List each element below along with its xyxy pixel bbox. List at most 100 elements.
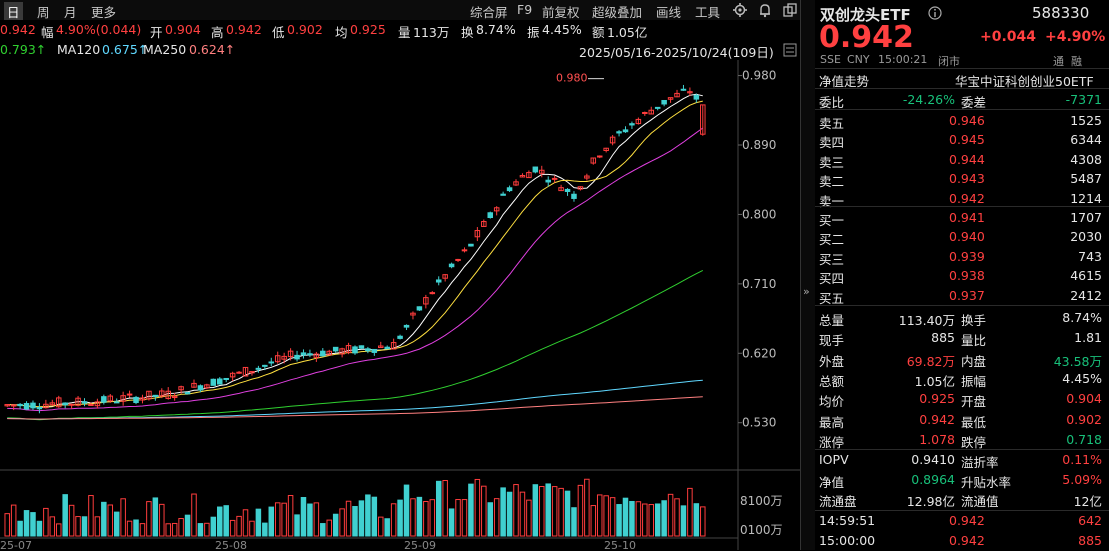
stat-value: 5.09% (1062, 471, 1102, 487)
gear-icon[interactable] (732, 2, 748, 18)
ma120-label: MA120 (57, 42, 101, 57)
stat-row: 总量 113.40万 换手 8.74% (815, 308, 1109, 328)
volume-bar (171, 522, 178, 537)
copy-icon[interactable] (782, 2, 798, 18)
volume-bar (468, 483, 474, 537)
expand-panel-icon[interactable]: » (803, 285, 810, 298)
candle-body (442, 274, 448, 279)
volume-bar (165, 523, 171, 537)
forward-adjust-button[interactable]: 前复权 (542, 5, 580, 20)
bid-row[interactable]: 买一 0.941 1707 (815, 208, 1109, 228)
volume-bar (532, 484, 539, 537)
volume-bar (10, 504, 17, 537)
bid-row[interactable]: 买二 0.940 2030 (815, 227, 1109, 247)
bid-row[interactable]: 买五 0.937 2412 (815, 286, 1109, 306)
volume-bar (461, 499, 468, 537)
kline-chart[interactable]: 0.980 0.890 0.800 0.710 0.620 0.530 0.980 8100万… (0, 60, 800, 550)
stat-value: 12.98亿 (906, 494, 955, 509)
candle-body (680, 88, 687, 91)
volume-bar (564, 490, 571, 537)
bell-icon[interactable] (757, 2, 773, 18)
volume-bar (481, 485, 487, 537)
tab-day[interactable]: 日 (4, 2, 23, 21)
candle-body (461, 249, 468, 252)
volume-bar (642, 503, 648, 537)
ask-row[interactable]: 卖二 0.943 5487 (815, 169, 1109, 189)
bid-label: 买五 (819, 290, 845, 306)
volume-bar (107, 504, 114, 537)
tab-more[interactable]: 更多 (91, 5, 117, 20)
volume-bar (629, 500, 635, 537)
info-icon[interactable] (928, 6, 942, 20)
weicha-label: 委差 (961, 95, 987, 110)
turnover-label: 换 (461, 25, 474, 40)
candle-body (642, 111, 648, 114)
ask-volume: 1525 (1070, 113, 1102, 128)
high-label: 高 (211, 25, 224, 40)
volume-bar (281, 502, 287, 537)
candle-body (448, 263, 455, 268)
volume-bar (590, 505, 597, 537)
ask-volume: 4308 (1070, 151, 1102, 167)
bid-row[interactable]: 买三 0.939 743 (815, 247, 1109, 267)
candle-body (81, 401, 88, 404)
stat-value: 43.58万 (1053, 353, 1102, 369)
ask-row[interactable]: 卖三 0.944 4308 (815, 150, 1109, 170)
tools-button[interactable]: 工具 (695, 5, 721, 20)
market-status: 闭市 (938, 55, 960, 68)
quote-low: 0.902 (287, 22, 323, 37)
volume-bar (294, 514, 300, 537)
f9-button[interactable]: F9 (517, 2, 533, 17)
candle-body (68, 403, 75, 406)
candle-body (281, 355, 287, 360)
volume-bar (139, 523, 146, 537)
candle-body (526, 172, 532, 179)
panel-divider[interactable]: » (800, 0, 816, 550)
volume-bar (596, 494, 603, 537)
candle-body (345, 345, 352, 353)
ma-legend-line: 0.793↑ MA120 0.675↑ MA250 0.624↑ 2025/05… (0, 40, 800, 60)
bid-price: 0.940 (949, 229, 985, 245)
volume-bar (300, 497, 307, 537)
volume-bar (667, 493, 674, 537)
volume-bar (49, 516, 56, 537)
stat-value: 0.9410 (911, 452, 955, 467)
candle-body (365, 348, 371, 352)
candle-body (416, 306, 423, 311)
volume-tick-label: 8100万 (740, 494, 783, 508)
volume-bar (429, 499, 436, 537)
ask-row[interactable]: 卖五 0.946 1525 (815, 111, 1109, 131)
ask-label: 卖三 (819, 154, 845, 170)
volume-bar (94, 516, 101, 537)
draw-line-button[interactable]: 画线 (656, 5, 682, 20)
super-overlay-button[interactable]: 超级叠加 (592, 5, 643, 20)
volume-bar (178, 518, 184, 537)
ask-row[interactable]: 卖一 0.942 1214 (815, 189, 1109, 209)
composite-screen-button[interactable]: 综合屏 (470, 5, 508, 20)
volume-bar (609, 497, 616, 537)
bid-price: 0.937 (949, 287, 985, 303)
stat-label: IOPV (819, 452, 849, 467)
volume-bar (210, 516, 217, 537)
candle-body (101, 396, 107, 403)
quote-avg: 0.925 (350, 22, 386, 37)
bid-row[interactable]: 买四 0.938 4615 (815, 266, 1109, 286)
volume-bar (416, 496, 423, 537)
ma120-line (7, 379, 703, 420)
webi-label: 委比 (819, 95, 845, 110)
volume-bar (551, 486, 558, 537)
volume-bar (101, 501, 107, 537)
price-change-pct: +4.90% (1045, 29, 1106, 45)
ask-row[interactable]: 卖四 0.945 6344 (815, 130, 1109, 150)
bid-volume: 1707 (1070, 210, 1102, 225)
quote-price: 0.942 (0, 22, 36, 37)
candle-body (474, 230, 481, 238)
chart-settings-icon[interactable] (783, 43, 797, 57)
tab-week[interactable]: 周 (37, 5, 50, 20)
volume-bar (397, 499, 403, 537)
volume-bar (487, 502, 494, 537)
nav-trend-link[interactable]: 净值走势 (819, 74, 870, 89)
max-price-annotation: 0.980 (556, 72, 588, 85)
tab-month[interactable]: 月 (64, 5, 77, 20)
candle-body (55, 397, 62, 408)
